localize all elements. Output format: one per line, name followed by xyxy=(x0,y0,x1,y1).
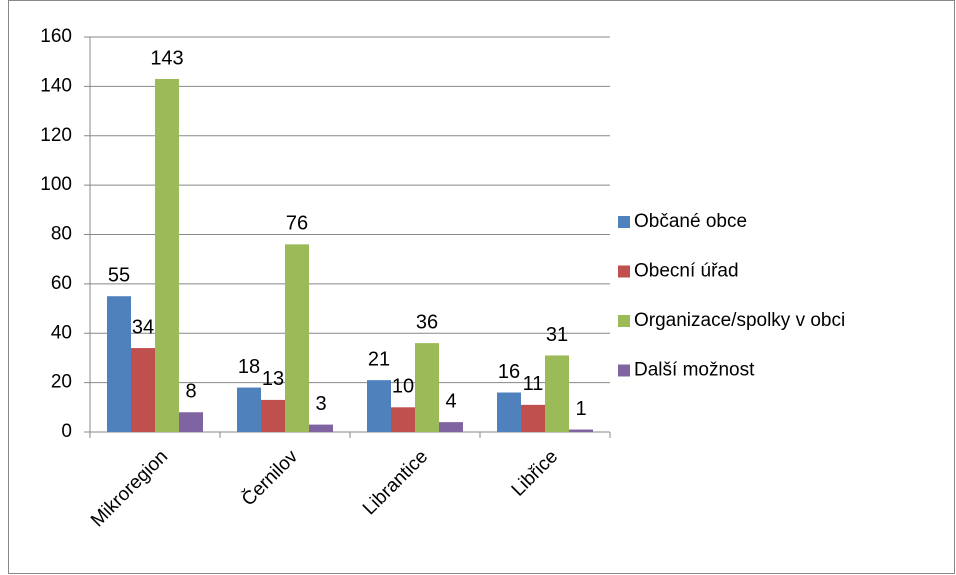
legend-label: Organizace/spolky v obci xyxy=(634,310,845,331)
value-label: 4 xyxy=(445,390,456,412)
legend-swatch xyxy=(618,265,630,278)
bar xyxy=(179,412,203,432)
y-tick-label: 60 xyxy=(51,273,72,294)
bar xyxy=(285,244,309,432)
value-label: 11 xyxy=(523,373,544,395)
x-tick-label: Černilov xyxy=(237,445,302,510)
bar xyxy=(439,422,463,432)
value-label: 13 xyxy=(262,368,284,390)
bar xyxy=(309,424,333,432)
value-label: 143 xyxy=(150,47,183,69)
bar xyxy=(155,78,179,432)
bar xyxy=(107,296,131,432)
y-tick-label: 140 xyxy=(40,75,72,96)
legend-label: Další možnost xyxy=(634,360,755,381)
bar xyxy=(545,355,569,432)
y-tick-label: 80 xyxy=(51,224,72,245)
y-tick-label: 0 xyxy=(61,421,72,442)
y-tick-label: 20 xyxy=(51,372,72,393)
value-label: 18 xyxy=(238,356,260,378)
y-tick-label: 100 xyxy=(40,174,72,195)
value-label: 8 xyxy=(185,381,196,403)
value-label: 36 xyxy=(416,311,438,333)
bar xyxy=(569,429,593,432)
value-label: 3 xyxy=(315,393,326,415)
legend-swatch xyxy=(618,364,630,377)
x-tick-label: Libřice xyxy=(508,446,562,500)
y-tick-label: 40 xyxy=(51,322,72,343)
legend-swatch xyxy=(618,216,630,228)
legend-label: Občané obce xyxy=(634,211,747,232)
legend-swatch xyxy=(618,315,630,327)
chart-border xyxy=(8,0,955,574)
bar xyxy=(237,387,261,432)
value-label: 21 xyxy=(368,348,390,370)
value-label: 1 xyxy=(575,398,586,420)
bar xyxy=(521,404,545,432)
value-label: 34 xyxy=(132,316,154,338)
y-tick-label: 120 xyxy=(40,125,72,146)
bar xyxy=(497,392,521,432)
value-label: 55 xyxy=(108,265,130,287)
value-label: 31 xyxy=(546,324,568,346)
bar xyxy=(131,348,155,432)
x-tick-label: Librantice xyxy=(359,446,432,519)
value-label: 76 xyxy=(286,213,308,235)
value-label: 16 xyxy=(498,361,520,383)
legend-label: Obecní úřad xyxy=(634,261,739,282)
value-label: 10 xyxy=(392,376,414,398)
bar xyxy=(261,399,285,432)
y-tick-label: 160 xyxy=(40,26,72,47)
x-tick-label: Mikroregion xyxy=(87,446,172,531)
bar xyxy=(415,343,439,432)
bar xyxy=(391,407,415,432)
bar xyxy=(367,380,391,432)
